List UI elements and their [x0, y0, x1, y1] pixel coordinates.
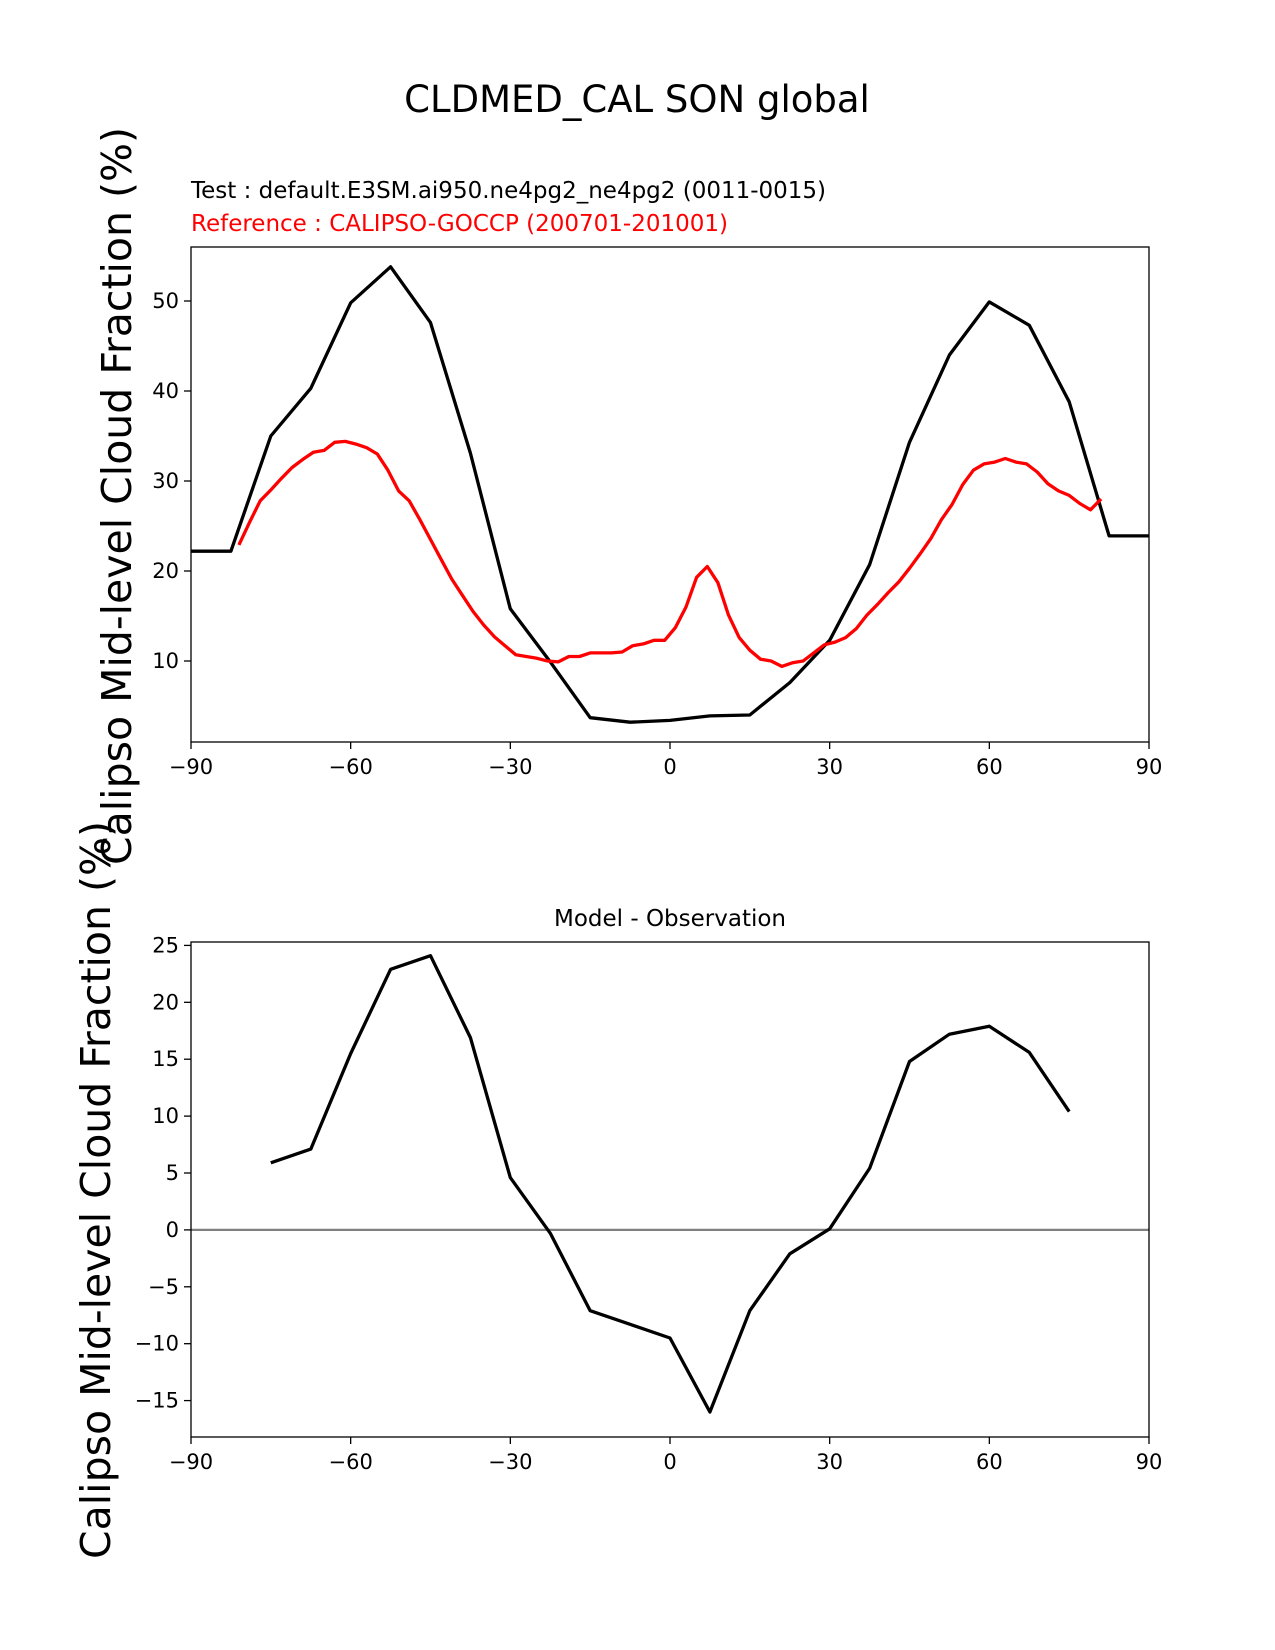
x-tick-label: 30 [816, 1450, 843, 1474]
test-series-line [191, 265, 1149, 724]
y-tick-label: 10 [152, 649, 179, 673]
bottom-panel: Model - Observation −90 −60 −30 0 30 60 90−15−… [72, 821, 1162, 1559]
reference-title: Reference : CALIPSO-GOCCP (200701-201001… [191, 211, 728, 237]
bottom-y-axis-label: Calipso Mid-level Cloud Fraction (%) [72, 821, 120, 1559]
y-tick-label: 15 [152, 1047, 179, 1071]
y-tick-label: 30 [152, 469, 179, 493]
y-tick-label: 25 [152, 933, 179, 957]
top-axes: −90 −60 −30 0 30 60 90 10 20 30 40 50 [152, 246, 1163, 779]
x-tick-label: 60 [976, 1450, 1003, 1474]
top-panel: Test : default.E3SM.ai950.ne4pg2_ne4pg2 … [93, 127, 1162, 865]
difference-series-line [270, 954, 1071, 1414]
y-tick-label: −15 [135, 1389, 179, 1413]
y-tick-label: 40 [152, 379, 179, 403]
y-tick-label: −10 [135, 1332, 179, 1356]
x-tick-label: −60 [329, 755, 373, 779]
x-tick-label: 90 [1136, 755, 1163, 779]
x-tick-label: 0 [663, 755, 676, 779]
y-tick-label: 0 [166, 1218, 179, 1242]
difference-title: Model - Observation [554, 906, 786, 932]
y-tick-label: 5 [166, 1161, 179, 1185]
x-tick-label: 90 [1136, 1450, 1163, 1474]
x-tick-label: 60 [976, 755, 1003, 779]
y-tick-label: 20 [152, 559, 179, 583]
axes-frame [190, 941, 1150, 1438]
y-tick-label: 10 [152, 1104, 179, 1128]
x-tick-label: 30 [816, 755, 843, 779]
axes-frame [190, 246, 1150, 743]
top-y-axis-label: Calipso Mid-level Cloud Fraction (%) [93, 127, 141, 865]
y-tick-label: −5 [148, 1275, 179, 1299]
x-tick-label: −90 [169, 1450, 213, 1474]
y-tick-label: 50 [152, 289, 179, 313]
x-tick-label: 0 [663, 1450, 676, 1474]
reference-series-line [237, 439, 1103, 669]
x-tick-label: −60 [329, 1450, 373, 1474]
figure-title: CLDMED_CAL SON global [404, 78, 870, 121]
bottom-axes: −90 −60 −30 0 30 60 90 −15 −10 −5 0 5 10 15 20 25 [135, 933, 1163, 1474]
test-title: Test : default.E3SM.ai950.ne4pg2_ne4pg2 … [190, 178, 826, 204]
x-tick-label: −90 [169, 755, 213, 779]
x-tick-label: −30 [488, 1450, 532, 1474]
y-tick-label: 20 [152, 990, 179, 1014]
x-tick-label: −30 [488, 755, 532, 779]
